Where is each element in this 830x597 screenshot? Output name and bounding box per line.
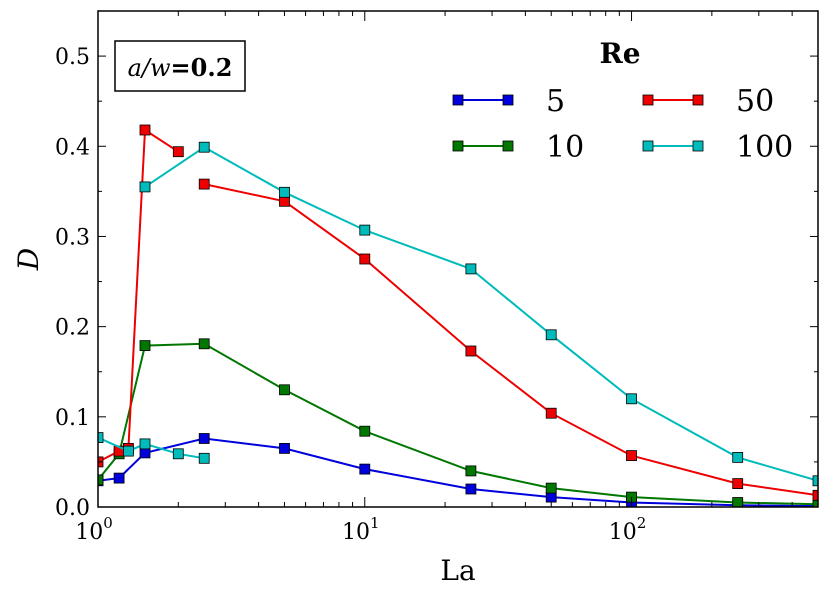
y-tick-label: 0.3 [55,225,90,250]
series-50-point [545,407,557,419]
series-10-point [98,474,104,486]
series-100-point [626,393,637,405]
series-10-point [198,338,210,350]
series-10-point [812,498,818,507]
series-50-line-1 [127,128,179,449]
series-50-point [626,450,637,462]
axes: 0.0 0.1 0.2 0.3 0.4 0.5 100 101 102 [55,10,819,545]
series-100-point [198,452,210,464]
legend-marker-10 [502,140,514,152]
y-tick-label: 0.0 [55,496,90,521]
series-50-point [279,195,290,207]
legend: Re 5 10 50 100 [452,37,793,165]
series-50-point [812,489,818,501]
y-tick-label: 0.1 [55,406,90,431]
series-100-point [139,181,151,193]
series-10-point [359,425,371,437]
annotation-box: a/w=0.2 [114,40,246,92]
series-100-point [123,445,134,457]
y-axis-label: D [12,248,45,271]
series-5-point [198,433,210,444]
series-10 [98,338,818,507]
series-100-point [139,438,151,450]
series-50-point [465,345,477,357]
series-100-point [198,141,210,153]
series-5-point [113,472,125,484]
x-tick-label: 101 [342,514,380,545]
annotation-frame [114,40,246,92]
series-50-point [172,146,184,158]
legend-marker-50 [642,94,654,106]
legend-label-5: 5 [546,84,565,119]
series-50-point [139,124,151,136]
x-tick-label: 100 [75,514,113,545]
legend-title: Re [599,37,640,70]
series-5-point [465,483,477,495]
series-5-point [359,463,371,475]
y-tick-label: 0.2 [55,316,90,341]
legend-label-10: 10 [546,130,584,165]
series-10-line-0 [98,342,818,506]
series-100 [98,141,818,487]
series-10-point [279,384,290,396]
series-100-point [359,224,371,236]
series-50-line-2 [203,183,818,497]
y-tick-label: 0.5 [55,45,90,70]
legend-marker-100 [642,140,654,152]
series-10-point [139,340,151,352]
series-5-point [139,447,151,459]
legend-marker-50 [692,94,704,106]
series-10-point [545,482,557,494]
series-5-point [545,491,557,503]
legend-marker-5 [502,94,514,106]
x-tick-label: 102 [609,514,647,545]
series-100-point [98,432,104,444]
series-100-point [732,451,744,463]
series-100-point [545,329,557,341]
legend-label-100: 100 [736,130,793,165]
y-tick-label: 0.4 [55,135,90,160]
series-5-point [279,442,290,454]
series-50-point [198,178,210,190]
plot-frame [97,10,819,508]
series-5-line-0 [98,437,818,507]
series-100-point [812,475,818,487]
series-10-point [465,465,477,477]
legend-label-50: 50 [736,84,774,119]
series-100-point [172,448,184,460]
plot-area [98,124,818,507]
x-axis-label: La [440,554,475,587]
series-100-point [465,263,477,275]
series-10-point [732,497,744,507]
series-50-point [732,478,744,490]
series-100-line-1 [144,146,818,482]
legend-marker-100 [692,140,704,152]
series-50-point [359,253,371,265]
legend-marker-10 [452,140,464,152]
legend-marker-5 [452,94,464,106]
series-100-point [279,186,290,198]
annotation-text: a/w=0.2 [128,53,233,82]
